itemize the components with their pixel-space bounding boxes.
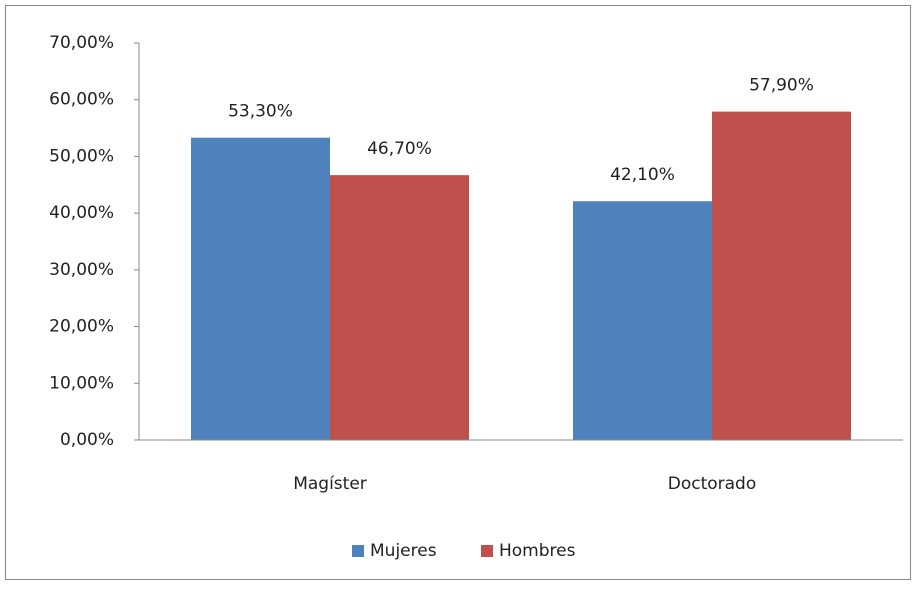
value-label: 46,70%: [367, 139, 432, 159]
value-label: 42,10%: [610, 165, 675, 185]
y-tick-label: 40,00%: [49, 203, 114, 223]
bar: [712, 111, 851, 441]
y-tick-label: 10,00%: [49, 373, 114, 393]
y-tick-label: 70,00%: [49, 33, 114, 53]
x-tick-label: Magíster: [293, 474, 367, 494]
x-tick-label: Doctorado: [668, 474, 757, 494]
y-tick-label: 30,00%: [49, 260, 114, 280]
y-tick-label: 0,00%: [60, 430, 114, 450]
legend-label: Mujeres: [370, 541, 437, 561]
bar: [573, 201, 712, 440]
legend-swatch: [352, 545, 364, 557]
legend-swatch: [481, 545, 493, 557]
value-label: 57,90%: [749, 76, 814, 96]
bar: [191, 137, 330, 440]
legend-label: Hombres: [499, 541, 576, 561]
value-label: 53,30%: [228, 102, 293, 122]
y-tick-label: 50,00%: [49, 146, 114, 166]
y-tick-label: 20,00%: [49, 317, 114, 337]
y-tick-label: 60,00%: [49, 90, 114, 110]
bar: [330, 175, 469, 440]
